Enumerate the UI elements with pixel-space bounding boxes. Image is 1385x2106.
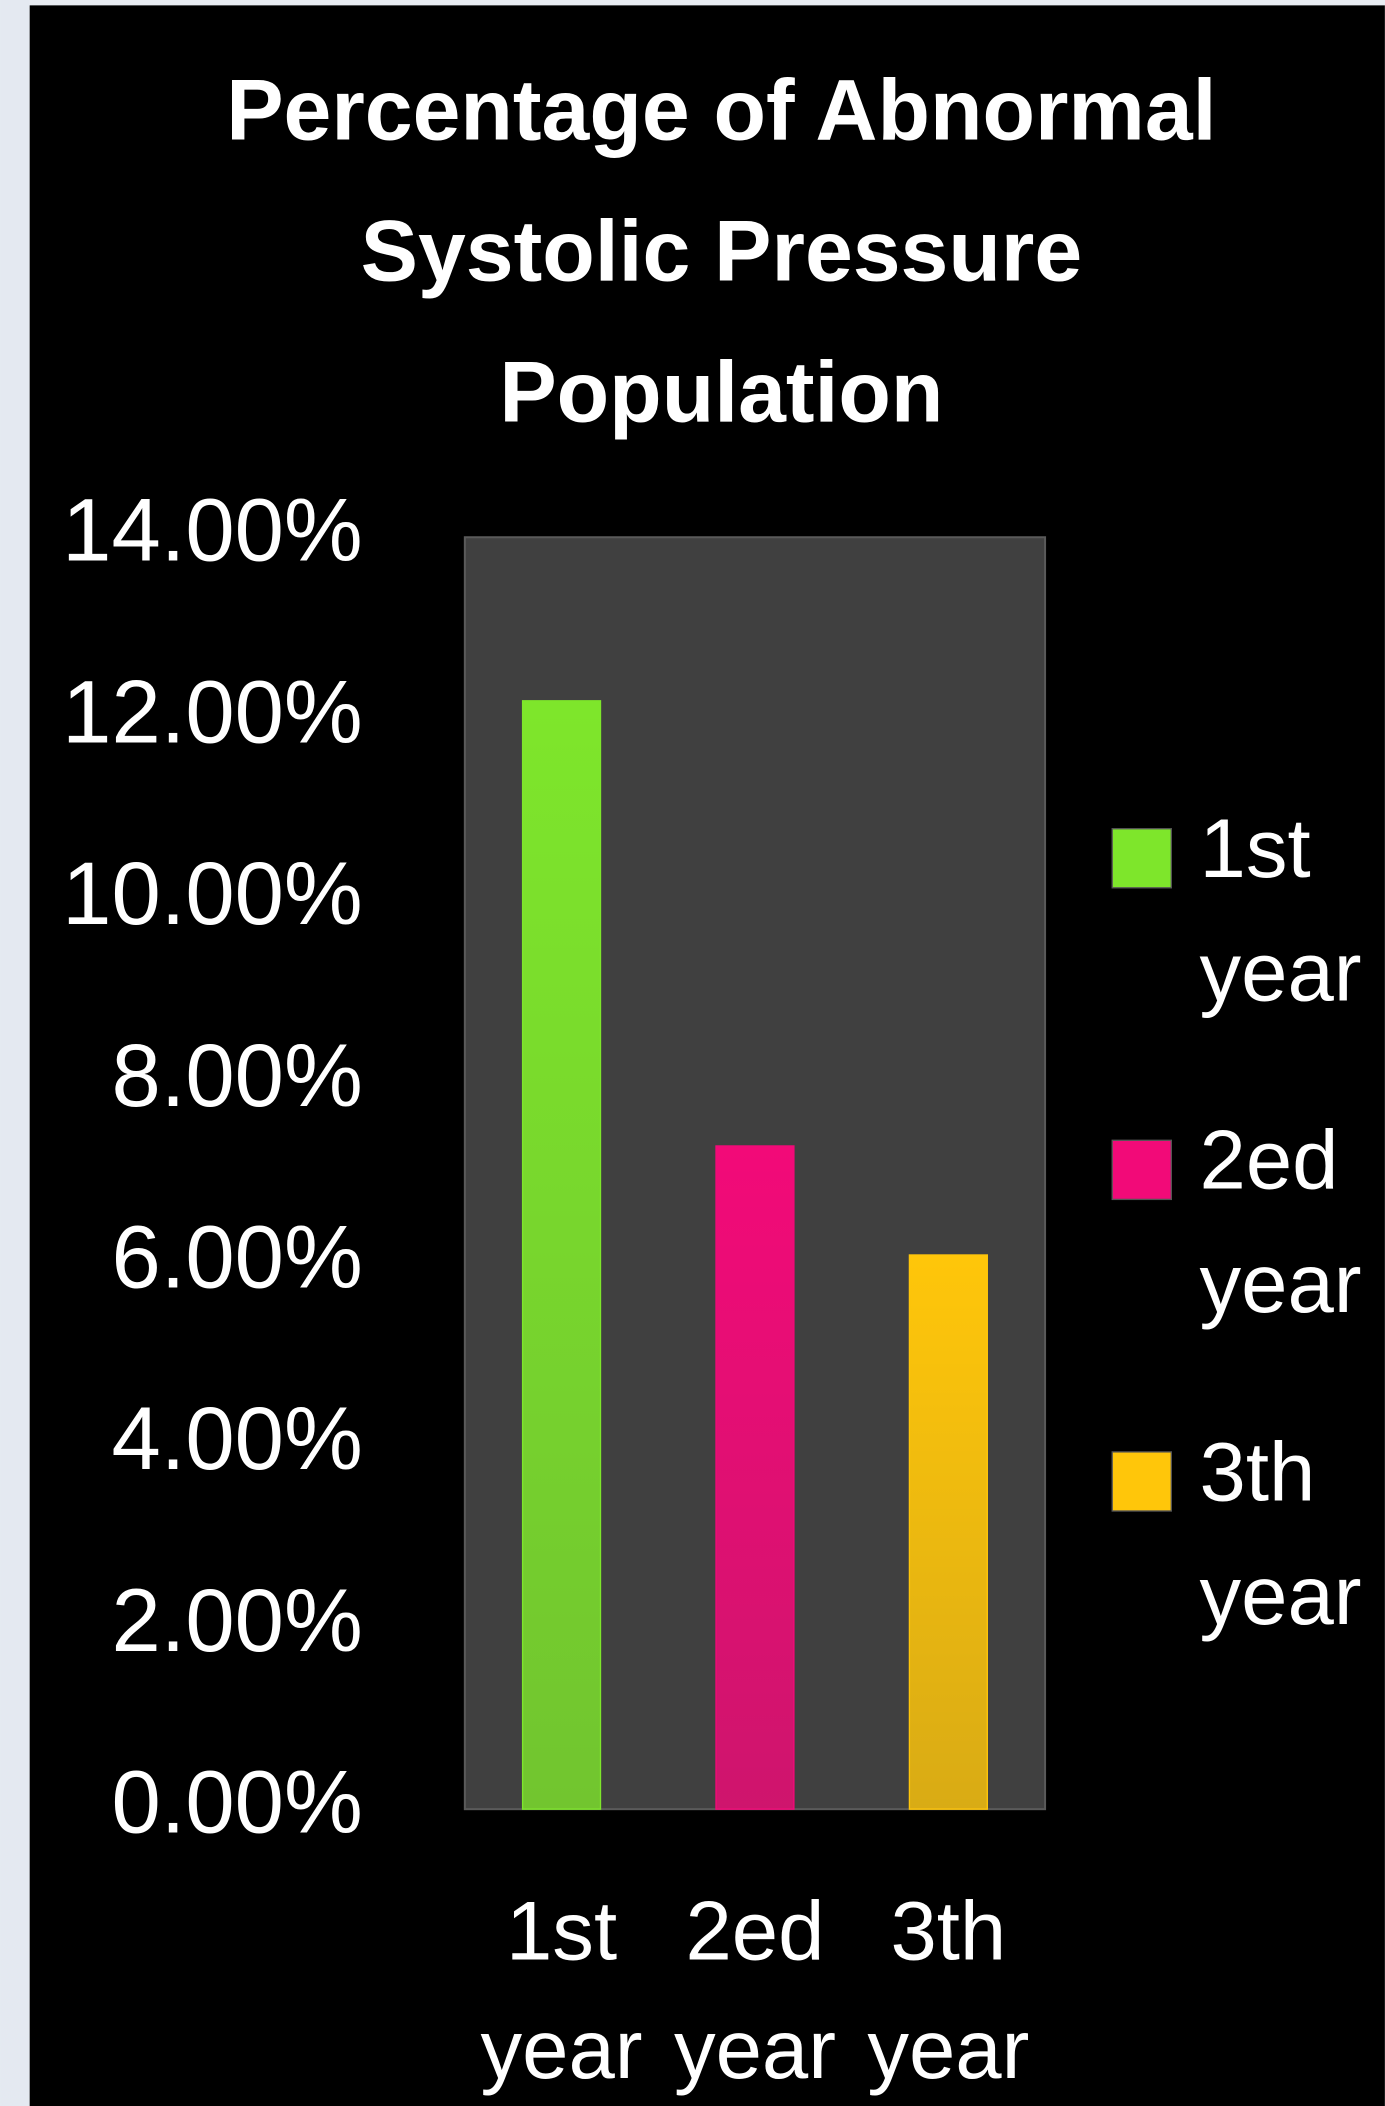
- y-tick-label: 10.00%: [62, 844, 363, 943]
- side-strip: [0, 0, 30, 2106]
- x-tick-label-box: 3th year: [867, 1885, 1030, 2097]
- legend-label-box: 1st year: [1199, 803, 1362, 1020]
- legend-label: 1st year: [1199, 803, 1362, 1020]
- legend-swatch: [1111, 1451, 1172, 1512]
- x-tick-label: 1st year: [480, 1885, 643, 2097]
- legend-swatch: [1111, 828, 1172, 889]
- legend-label: 2ed year: [1199, 1114, 1362, 1332]
- y-tick-label: 14.00%: [62, 481, 363, 580]
- x-tick-label-box: 2ed year: [673, 1885, 836, 2097]
- y-tick-label: 8.00%: [111, 1026, 362, 1125]
- y-tick-label: 2.00%: [111, 1571, 362, 1670]
- legend-swatch: [1111, 1139, 1172, 1201]
- title-box: Percentage of Abnormal Systolic Pressure…: [226, 61, 1217, 441]
- x-tick-label: 3th year: [867, 1885, 1030, 2097]
- legend-label-box: 3th year: [1199, 1426, 1362, 1643]
- y-tick-label: 6.00%: [111, 1207, 362, 1306]
- legend-label-box: 2ed year: [1199, 1114, 1362, 1332]
- bar: [521, 700, 602, 1810]
- legend-label: 3th year: [1199, 1426, 1362, 1643]
- x-tick-label: 2ed year: [673, 1885, 836, 2097]
- x-tick-label-box: 1st year: [480, 1885, 643, 2097]
- y-tick-label: 4.00%: [111, 1389, 362, 1488]
- bar: [908, 1254, 988, 1810]
- bar: [715, 1145, 795, 1810]
- y-tick-label: 12.00%: [62, 662, 363, 761]
- y-tick-label: 0.00%: [111, 1753, 362, 1852]
- chart-title: Percentage of Abnormal Systolic Pressure…: [226, 61, 1217, 441]
